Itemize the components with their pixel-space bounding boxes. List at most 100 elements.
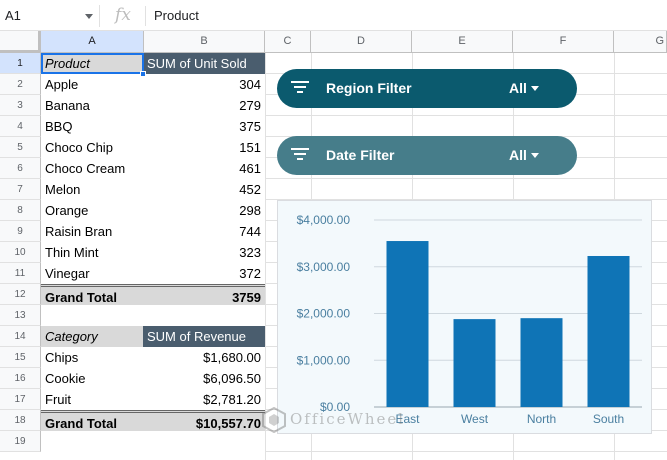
row-header-2[interactable]: 2 — [0, 74, 41, 95]
pivot-row-label[interactable]: Cookie — [45, 371, 86, 386]
name-box[interactable]: A1 — [0, 5, 100, 27]
x-tick-label: North — [527, 412, 556, 426]
region-filter-value[interactable]: All — [509, 80, 527, 96]
table-row: Choco Cream 461 — [41, 158, 265, 179]
column-header-d[interactable]: D — [311, 31, 412, 53]
pivot-row-label[interactable]: Raisin Bran — [45, 224, 113, 239]
pivot-row-value[interactable]: $2,781.20 — [203, 392, 261, 407]
row-header-19[interactable]: 19 — [0, 431, 41, 452]
table-row: Banana 279 — [41, 95, 265, 116]
row-header-1[interactable]: 1 — [0, 53, 41, 74]
pivot-row-label[interactable]: Orange — [45, 203, 89, 218]
pivot-value-header[interactable]: SUM of Revenue — [143, 326, 265, 347]
bar-north[interactable] — [520, 318, 563, 407]
column-header-e[interactable]: E — [412, 31, 513, 53]
date-filter-pill[interactable]: Date Filter All — [277, 136, 577, 175]
filter-icon — [291, 148, 309, 162]
chevron-down-icon[interactable] — [531, 153, 539, 158]
table-row: Melon 452 — [41, 179, 265, 200]
fill-handle[interactable] — [140, 71, 146, 77]
name-box-value: A1 — [5, 8, 21, 23]
formula-input[interactable]: Product — [154, 8, 199, 23]
row-header-13[interactable]: 13 — [0, 305, 41, 326]
row-header-4[interactable]: 4 — [0, 116, 41, 137]
pivot2-total-row: Grand Total $10,557.70 — [41, 410, 265, 431]
fx-icon: fx — [115, 5, 131, 25]
y-tick-label: $2,000.00 — [297, 307, 351, 321]
table-row: BBQ 375 — [41, 116, 265, 137]
row-header-15[interactable]: 15 — [0, 347, 41, 368]
date-filter-label: Date Filter — [326, 147, 395, 163]
table-row: Vinegar 372 — [41, 263, 265, 284]
row-header-14[interactable]: 14 — [0, 326, 41, 347]
pivot-row-label[interactable]: Chips — [45, 350, 79, 365]
pivot1-total-row: Grand Total 3759 — [41, 284, 265, 305]
pivot-row-label[interactable]: Fruit — [45, 392, 71, 407]
pivot-row-label[interactable]: Choco Cream — [45, 161, 126, 176]
pivot-row-value[interactable]: 279 — [239, 98, 261, 113]
region-filter-pill[interactable]: Region Filter All — [277, 69, 577, 108]
bar-east[interactable] — [386, 241, 429, 407]
grid-line — [265, 53, 266, 460]
row-header-9[interactable]: 9 — [0, 221, 41, 242]
region-filter-label: Region Filter — [326, 80, 412, 96]
row-header-12[interactable]: 12 — [0, 284, 41, 305]
pivot-row-value[interactable]: $1,680.00 — [203, 350, 261, 365]
pivot-value-header[interactable]: SUM of Unit Sold — [143, 53, 265, 74]
row-header-16[interactable]: 16 — [0, 368, 41, 389]
watermark-text: OfficeWheel — [290, 410, 406, 428]
grand-total-label[interactable]: Grand Total — [41, 284, 143, 305]
pivot1-header-row: Product SUM of Unit Sold — [41, 53, 265, 74]
pivot-row-value[interactable]: 452 — [239, 182, 261, 197]
column-header-g[interactable]: G — [614, 31, 667, 53]
grand-total-value[interactable]: 3759 — [143, 284, 265, 305]
bar-west[interactable] — [453, 319, 496, 407]
pivot-row-value[interactable]: 372 — [239, 266, 261, 281]
pivot-row-header[interactable]: Product — [41, 53, 143, 74]
x-tick-label: East — [395, 412, 420, 426]
watermark: OfficeWheel — [262, 404, 405, 434]
grand-total-value[interactable]: $10,557.70 — [143, 410, 265, 431]
pivot-row-label[interactable]: Melon — [45, 182, 81, 197]
row-header-17[interactable]: 17 — [0, 389, 41, 410]
pivot-row-label[interactable]: Banana — [45, 98, 90, 113]
pivot-row-label[interactable]: Apple — [45, 77, 79, 92]
grid-line — [265, 199, 667, 200]
pivot-row-label[interactable]: Choco Chip — [45, 140, 113, 155]
pivot-row-label[interactable]: Thin Mint — [45, 245, 99, 260]
date-filter-value[interactable]: All — [509, 147, 527, 163]
table-row: Orange 298 — [41, 200, 265, 221]
y-tick-label: $1,000.00 — [297, 353, 351, 367]
pivot-row-value[interactable]: 375 — [239, 119, 261, 134]
chevron-down-icon[interactable] — [85, 14, 93, 19]
row-header-3[interactable]: 3 — [0, 95, 41, 116]
table-row: Thin Mint 323 — [41, 242, 265, 263]
row-header-11[interactable]: 11 — [0, 263, 41, 284]
pivot-row-label[interactable]: Vinegar — [45, 266, 90, 281]
chevron-down-icon[interactable] — [531, 86, 539, 91]
grand-total-label[interactable]: Grand Total — [41, 410, 143, 431]
table-row: Raisin Bran 744 — [41, 221, 265, 242]
row-header-5[interactable]: 5 — [0, 137, 41, 158]
pivot-row-value[interactable]: 744 — [239, 224, 261, 239]
pivot-row-value[interactable]: 461 — [239, 161, 261, 176]
pivot-row-value[interactable]: 323 — [239, 245, 261, 260]
region-bar-chart[interactable]: $0.00 $1,000.00 $2,000.00 $3,000.00 $4,000.0… — [277, 200, 652, 434]
pivot-row-value[interactable]: 298 — [239, 203, 261, 218]
row-header-10[interactable]: 10 — [0, 242, 41, 263]
pivot-row-value[interactable]: $6,096.50 — [203, 371, 261, 386]
row-header-8[interactable]: 8 — [0, 200, 41, 221]
row-header-6[interactable]: 6 — [0, 158, 41, 179]
column-header-a[interactable]: A — [41, 31, 144, 53]
pivot-row-label[interactable]: BBQ — [45, 119, 73, 134]
pivot-row-value[interactable]: 151 — [239, 140, 261, 155]
column-header-c[interactable]: C — [265, 31, 311, 53]
pivot-row-value[interactable]: 304 — [239, 77, 261, 92]
column-header-b[interactable]: B — [144, 31, 265, 53]
row-header-7[interactable]: 7 — [0, 179, 41, 200]
bar-south[interactable] — [587, 255, 630, 407]
column-header-f[interactable]: F — [513, 31, 614, 53]
pivot-row-header[interactable]: Category — [41, 326, 143, 347]
row-header-18[interactable]: 18 — [0, 410, 41, 431]
select-all-corner[interactable] — [0, 31, 41, 53]
